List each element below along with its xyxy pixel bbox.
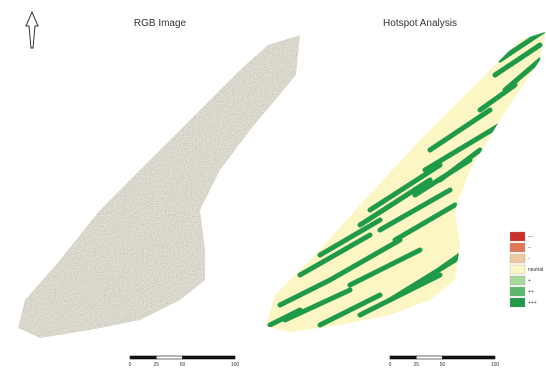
legend-label: +: [528, 278, 531, 284]
panel-title: RGB Image: [134, 18, 187, 29]
legend-label: -: [528, 256, 530, 262]
legend-label: ++: [528, 289, 534, 295]
scale-segment: [416, 356, 442, 359]
legend-swatch: [510, 298, 525, 307]
north-arrow: [26, 12, 38, 48]
scale-segment: [130, 356, 156, 359]
scale-segment: [390, 356, 416, 359]
rgb-field: [0, 0, 310, 345]
legend-swatch: [510, 243, 525, 252]
legend-swatch: [510, 287, 525, 296]
legend-swatch: [510, 232, 525, 241]
scale-label: 100: [231, 362, 240, 368]
legend-swatch: [510, 254, 525, 263]
scale-label: 25: [413, 362, 419, 368]
scale-segment: [183, 356, 236, 359]
scale-label: 50: [180, 362, 186, 368]
panel-title: Hotspot Analysis: [383, 18, 457, 29]
legend-label: +++: [528, 300, 537, 306]
scale-label: 0: [129, 362, 132, 368]
scale-segment: [156, 356, 182, 359]
legend-swatch: [510, 265, 525, 274]
scale-label: 0: [389, 362, 392, 368]
figure: RGB Image Hotspot Analysis 0 25 50 100 0 25 50…: [0, 0, 546, 372]
scale-label: 50: [440, 362, 446, 368]
scale-label: 100: [491, 362, 500, 368]
scale-segment: [443, 356, 496, 359]
legend-label: --: [528, 245, 532, 251]
legend-label: neutral: [528, 267, 543, 273]
hotspot-field: [260, 25, 546, 340]
legend-label: ---: [528, 234, 533, 240]
scale-label: 25: [153, 362, 159, 368]
legend-swatch: [510, 276, 525, 285]
